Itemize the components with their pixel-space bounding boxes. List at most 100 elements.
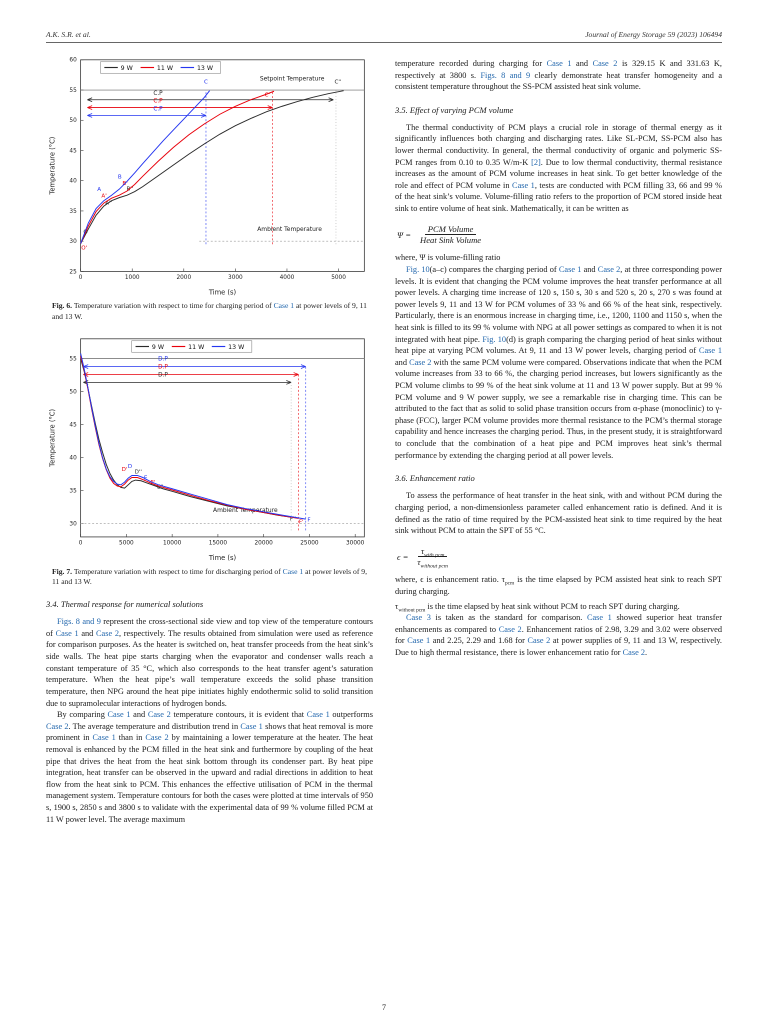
equation-2-where-clause-1: where, ϵ is enhancement ratio. τpcm is t…	[395, 575, 723, 596]
fraction-denominator: Heat Sink Volume	[420, 235, 482, 246]
svg-text:15000: 15000	[209, 540, 228, 546]
citation-link[interactable]: Case 1	[546, 59, 572, 68]
citation-link[interactable]: Case 2	[527, 636, 551, 646]
svg-text:F': F'	[299, 520, 304, 526]
section-3-6-paragraph-1: To assess the performance of heat transf…	[395, 491, 722, 536]
citation-link[interactable]: Case 3	[406, 613, 431, 623]
svg-text:Ambient Temperature: Ambient Temperature	[213, 507, 278, 514]
svg-text:50: 50	[69, 389, 77, 395]
svg-text:C': C'	[265, 93, 270, 99]
equation-fraction: PCM Volume Heat Sink Volume	[417, 224, 484, 246]
citation-link[interactable]: Case 1	[282, 566, 304, 576]
svg-text:25000: 25000	[300, 540, 319, 546]
svg-text:1000: 1000	[125, 275, 140, 281]
subscript-text: with pcm	[424, 552, 445, 559]
left-column: 0 1000 2000 3000 4000 5000 25 30 35 40 45 50 55 60 Tim…	[46, 55, 373, 825]
svg-text:D.P: D.P	[158, 364, 168, 370]
svg-text:30: 30	[69, 521, 77, 527]
svg-text:C.P: C.P	[153, 107, 163, 113]
section-3-6-heading: 3.6. Enhancement ratio	[395, 473, 475, 484]
svg-text:O': O'	[81, 246, 87, 252]
equation-volume-filling-ratio: Ψ = PCM Volume Heat Sink Volume	[397, 224, 722, 246]
svg-text:9 W: 9 W	[152, 344, 164, 351]
citation-link[interactable]: Case 1	[407, 636, 431, 646]
svg-text:B: B	[118, 174, 122, 180]
page-number: 7	[382, 1003, 386, 1012]
citation-link[interactable]: Case 1	[698, 346, 722, 356]
citation-link[interactable]: Case 1	[586, 613, 612, 623]
citation-link[interactable]: Case 1	[558, 264, 582, 274]
citation-link[interactable]: Figs. 8 and 9	[57, 617, 101, 627]
citation-link[interactable]: Case 1	[92, 733, 116, 743]
svg-text:9 W: 9 W	[121, 65, 133, 72]
citation-link[interactable]: Case 2	[592, 59, 618, 68]
svg-text:E': E'	[150, 480, 155, 486]
svg-text:C'': C''	[335, 79, 342, 85]
citation-link[interactable]: [2]	[531, 157, 541, 167]
svg-text:A': A'	[101, 194, 106, 200]
citation-link[interactable]: Case 2	[147, 710, 171, 720]
citation-link[interactable]: Fig. 10	[406, 264, 430, 274]
svg-text:30000: 30000	[346, 540, 365, 546]
citation-link[interactable]: Case 1	[273, 301, 295, 311]
section-3-5-paragraph-2: Fig. 10(a–c) compares the charging perio…	[395, 264, 722, 460]
svg-text:40: 40	[69, 455, 77, 461]
fig6-caption-label: Fig. 6.	[52, 301, 73, 311]
svg-text:0: 0	[79, 275, 83, 281]
svg-text:35: 35	[69, 488, 77, 494]
svg-text:F'': F''	[290, 516, 296, 522]
fig7-caption-text: Temperature variation with respect to ti…	[52, 566, 367, 586]
running-head-authors: A.K. S.R. et al.	[46, 30, 91, 39]
svg-text:E: E	[144, 475, 148, 481]
svg-text:20000: 20000	[254, 540, 273, 546]
svg-text:Temperature (°C): Temperature (°C)	[49, 408, 57, 467]
svg-text:D.P: D.P	[158, 372, 168, 378]
svg-text:D: D	[128, 464, 132, 470]
fig7-caption: Fig. 7. Temperature variation with respe…	[52, 567, 367, 588]
equation-lhs: Ψ =	[397, 229, 411, 240]
svg-text:13 W: 13 W	[228, 344, 244, 351]
citation-link[interactable]: Figs. 8 and 9	[480, 70, 531, 80]
svg-text:55: 55	[69, 88, 77, 94]
subscript-text: pcm	[504, 581, 515, 588]
svg-text:3000: 3000	[228, 275, 243, 281]
citation-link[interactable]: Fig. 10	[482, 334, 507, 344]
fig6-caption-text: Temperature variation with respect to ti…	[52, 301, 367, 321]
citation-link[interactable]: Case 1	[306, 710, 330, 720]
citation-link[interactable]: Case 1	[240, 721, 263, 731]
citation-link[interactable]: Case 2	[46, 721, 69, 731]
section-3-5-paragraph-1: The thermal conductivity of PCM plays a …	[395, 122, 723, 214]
citation-link[interactable]: Case 2	[597, 264, 621, 274]
running-head-journal: Journal of Energy Storage 59 (2023) 1064…	[585, 30, 722, 39]
figure-7: 0 5000 10000 15000 20000 25000 30000 30 35 40 45 50…	[46, 334, 373, 587]
svg-text:5000: 5000	[119, 540, 134, 546]
citation-link[interactable]: Case 2	[622, 648, 645, 658]
svg-text:C: C	[204, 79, 208, 85]
svg-text:4000: 4000	[280, 275, 295, 281]
fraction-numerator: τwith pcm	[417, 546, 448, 559]
fraction-denominator: τwithout pcm	[417, 557, 448, 570]
citation-link[interactable]: Case 1	[55, 628, 79, 638]
svg-text:Temperature (°C): Temperature (°C)	[49, 136, 57, 195]
equation-2-where-clause-2: τwithout pcm is the time elapsed by heat…	[395, 601, 680, 614]
svg-text:45: 45	[69, 148, 77, 154]
svg-text:F: F	[307, 518, 310, 524]
svg-text:45: 45	[69, 422, 77, 428]
svg-text:25: 25	[69, 269, 77, 275]
citation-link[interactable]: Case 2	[498, 624, 522, 634]
citation-link[interactable]: Case 2	[96, 628, 119, 638]
equation-fraction: τwith pcm τwithout pcm	[414, 546, 451, 570]
citation-link[interactable]: Case 1	[512, 180, 535, 190]
svg-text:Time (s): Time (s)	[208, 288, 237, 296]
svg-text:D'': D''	[135, 469, 142, 475]
section-3-5-heading: 3.5. Effect of varying PCM volume	[395, 104, 514, 115]
citation-link[interactable]: Case 2	[409, 357, 432, 367]
citation-link[interactable]: Case 1	[107, 710, 131, 720]
citation-link[interactable]: Case 2	[145, 733, 169, 743]
svg-text:Ambient Temperature: Ambient Temperature	[257, 226, 322, 233]
fig6-temperature-charging-chart: 0 1000 2000 3000 4000 5000 25 30 35 40 45 50 55 60 Tim…	[49, 58, 365, 296]
svg-text:60: 60	[69, 58, 77, 64]
equation-enhancement-ratio: ϵ = τwith pcm τwithout pcm	[397, 546, 722, 570]
svg-text:11 W: 11 W	[188, 344, 204, 351]
